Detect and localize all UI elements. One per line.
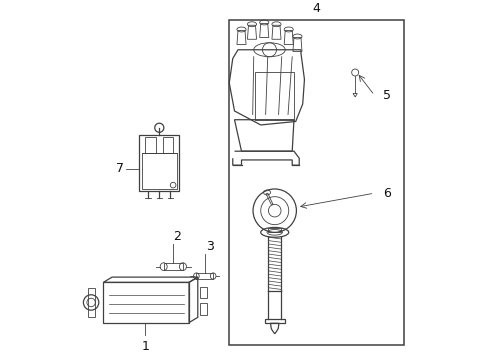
Bar: [163, 137, 173, 153]
Bar: [88, 288, 95, 316]
Bar: [199, 287, 207, 298]
Bar: [142, 153, 176, 189]
Bar: [139, 135, 179, 192]
Text: 7: 7: [116, 162, 124, 175]
Text: 4: 4: [313, 2, 320, 15]
Bar: [196, 273, 213, 279]
Bar: [146, 137, 156, 153]
Text: 6: 6: [383, 187, 391, 200]
Bar: [265, 319, 285, 323]
Bar: [255, 72, 294, 120]
Text: 2: 2: [173, 230, 181, 243]
Bar: [103, 282, 189, 323]
Bar: [269, 228, 281, 232]
Text: 1: 1: [142, 340, 149, 353]
Bar: [199, 303, 207, 315]
Text: 3: 3: [206, 240, 214, 253]
Text: 5: 5: [383, 89, 391, 102]
Bar: [164, 263, 183, 270]
Bar: [229, 20, 404, 345]
